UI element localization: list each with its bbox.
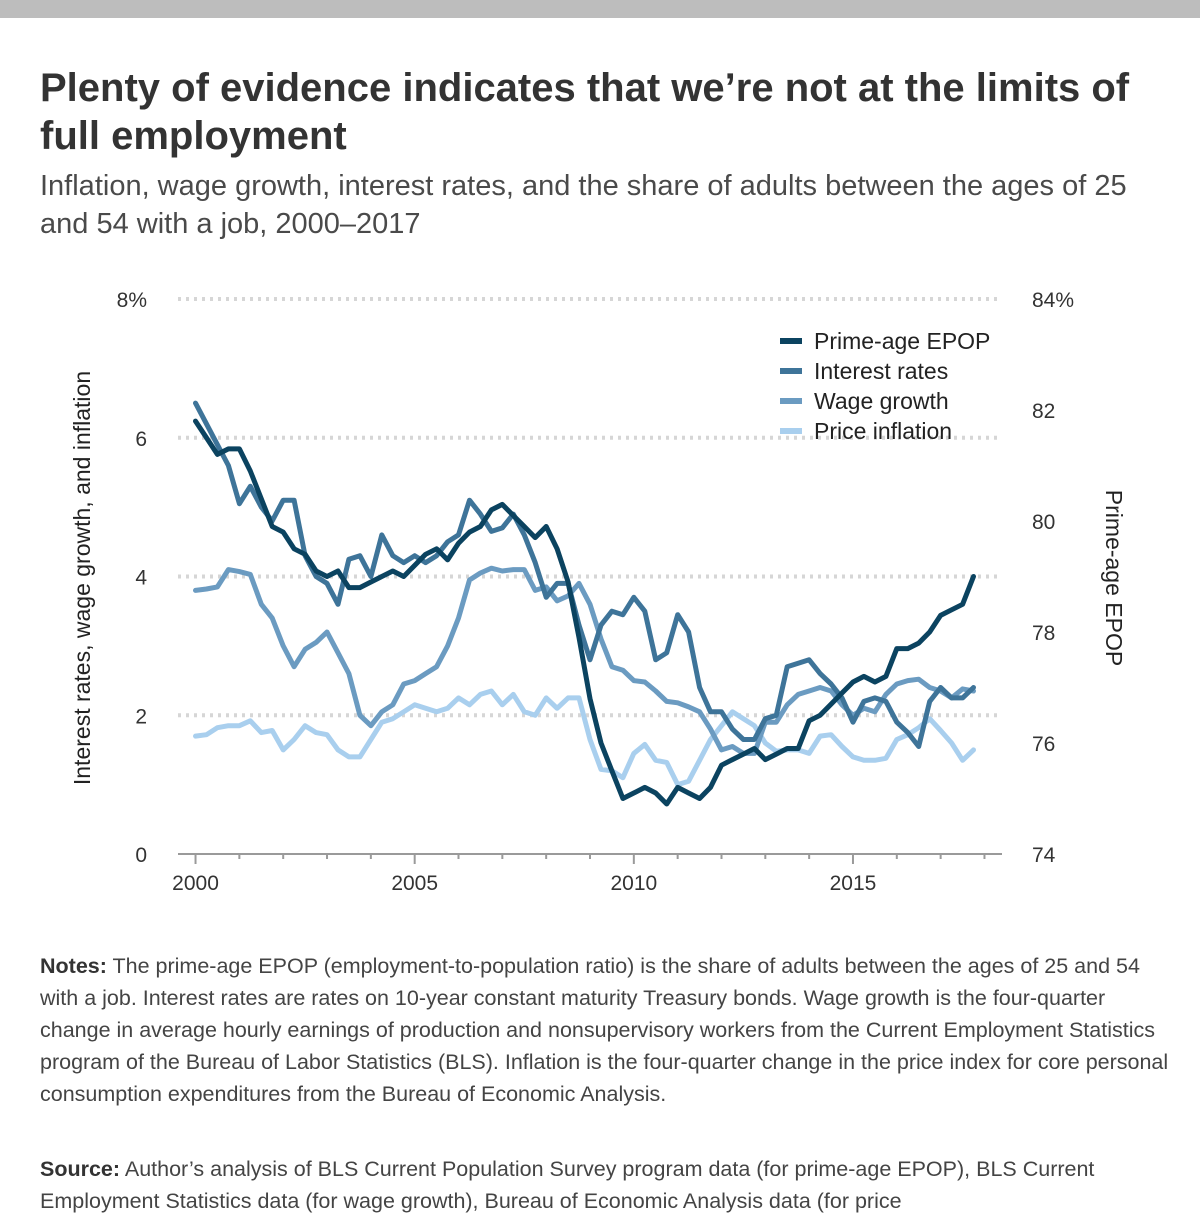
chart-subtitle: Inflation, wage growth, interest rates, … bbox=[40, 170, 1127, 240]
source-paragraph: Source: Author’s analysis of BLS Current… bbox=[40, 1153, 1170, 1217]
notes-text: The prime-age EPOP (employment-to-popula… bbox=[40, 954, 1169, 1106]
legend-label: Price inflation bbox=[814, 418, 952, 444]
right-tick-label: 74 bbox=[1032, 844, 1056, 867]
x-tick-label: 2000 bbox=[172, 872, 219, 895]
right-tick-label: 76 bbox=[1032, 733, 1055, 756]
series-lines bbox=[193, 400, 976, 807]
right-tick-label: 78 bbox=[1032, 622, 1055, 645]
series-line-interest-rates bbox=[193, 400, 976, 749]
left-tick-label: 8% bbox=[117, 289, 147, 312]
x-tick-label: 2005 bbox=[391, 872, 438, 895]
series-line-price-inflation bbox=[193, 688, 976, 788]
chart-title: Plenty of evidence indicates that we’re … bbox=[40, 66, 1130, 158]
notes-label: Notes: bbox=[40, 954, 107, 978]
left-tick-label: 4 bbox=[135, 567, 147, 590]
legend-label: Interest rates bbox=[814, 358, 948, 384]
legend-label: Prime-age EPOP bbox=[814, 328, 990, 354]
source-label: Source: bbox=[40, 1157, 121, 1181]
top-accent-bar bbox=[0, 0, 1200, 18]
legend: Prime-age EPOP Interest rates Wage growth P… bbox=[780, 328, 990, 444]
right-axis-tick-labels: 74 76 78 80 82 84% bbox=[1032, 289, 1074, 867]
tick-marks bbox=[194, 854, 986, 864]
x-tick-label: 2010 bbox=[610, 872, 657, 895]
right-tick-label: 84% bbox=[1032, 289, 1074, 312]
right-tick-label: 82 bbox=[1032, 400, 1055, 423]
left-axis-title: Interest rates, wage growth, and inflati… bbox=[69, 371, 95, 785]
left-tick-label: 6 bbox=[135, 428, 147, 451]
right-tick-label: 80 bbox=[1032, 511, 1055, 534]
series-line-prime-age-epop bbox=[193, 418, 976, 807]
source-text: Author’s analysis of BLS Current Populat… bbox=[40, 1157, 1095, 1213]
left-tick-label: 0 bbox=[135, 844, 147, 867]
right-axis-title: Prime-age EPOP bbox=[1101, 490, 1127, 666]
x-tick-label: 2015 bbox=[830, 872, 877, 895]
notes-paragraph: Notes: The prime-age EPOP (employment-to… bbox=[40, 950, 1170, 1110]
left-tick-label: 2 bbox=[135, 705, 147, 728]
legend-label: Wage growth bbox=[814, 388, 949, 414]
x-axis-tick-labels: 2000 2005 2010 2015 bbox=[172, 872, 876, 895]
line-chart: 0 2 4 6 8% 74 76 78 80 82 84% 2000 2005 2010 2015 In… bbox=[69, 289, 1127, 895]
left-axis-tick-labels: 0 2 4 6 8% bbox=[117, 289, 148, 867]
